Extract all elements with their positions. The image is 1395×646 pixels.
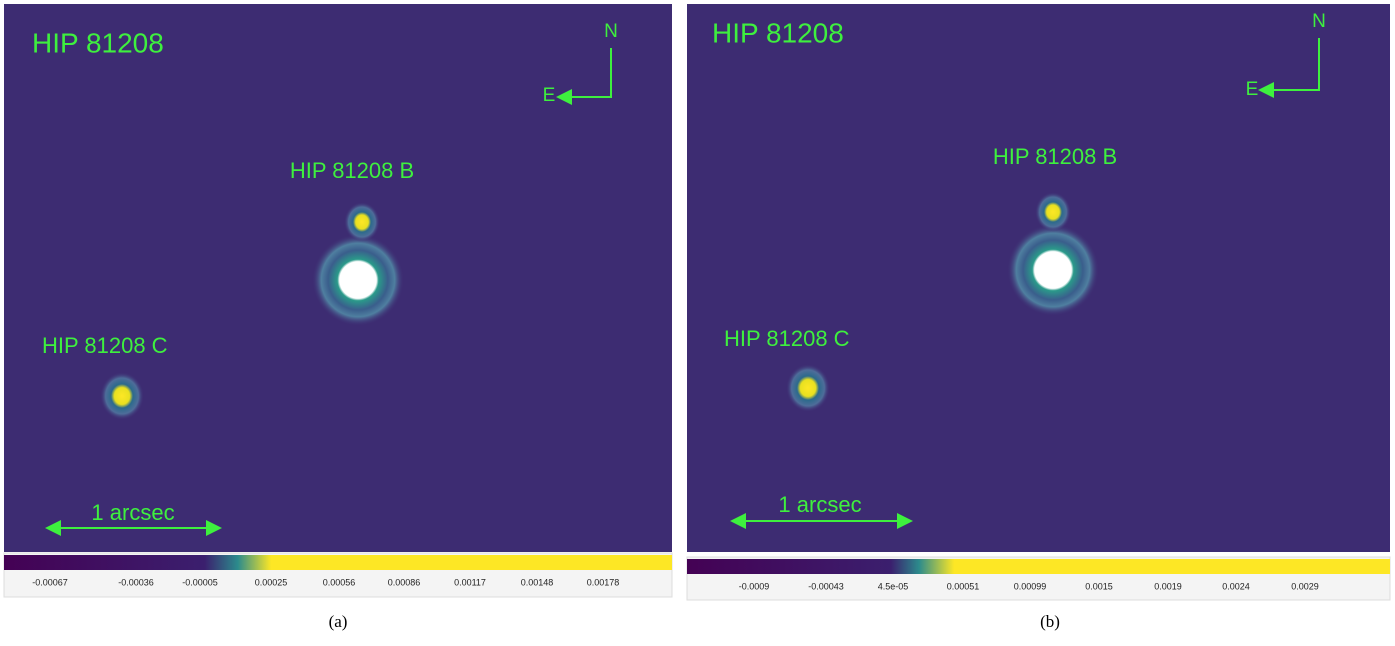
compass xyxy=(1258,38,1320,98)
caption: (a) xyxy=(329,612,348,631)
colorbar-tick: -0.00036 xyxy=(118,577,154,587)
compass xyxy=(556,48,612,105)
title: HIP 81208 xyxy=(32,27,164,58)
host-mask xyxy=(343,265,373,295)
title: HIP 81208 xyxy=(712,17,844,48)
label-c: HIP 81208 C xyxy=(42,333,168,358)
companion-b xyxy=(1035,192,1071,232)
companion-c xyxy=(786,364,830,412)
colorbar-tick: -0.0009 xyxy=(739,581,770,591)
colorbar-tick: 4.5e-05 xyxy=(878,581,909,591)
colorbar-tick: 0.00178 xyxy=(587,577,620,587)
colorbar-tick: 0.00056 xyxy=(323,577,356,587)
colorbar-tick: 0.00117 xyxy=(454,577,486,587)
colorbar-tick: 0.00086 xyxy=(388,577,421,587)
colorbar-tick: 0.0029 xyxy=(1291,581,1319,591)
colorbar-tick: 0.0015 xyxy=(1085,581,1113,591)
label-c: HIP 81208 C xyxy=(724,326,850,351)
east: E xyxy=(543,85,556,106)
label-b: HIP 81208 B xyxy=(290,158,414,183)
east: E xyxy=(1246,79,1259,100)
companion-c xyxy=(100,372,144,420)
scale-label: 1 arcsec xyxy=(778,492,861,517)
panel: HIP 81208 HIP 81208 B HIP 81208 C N E 1 arcse… xyxy=(3,4,673,631)
label-b: HIP 81208 B xyxy=(993,144,1117,169)
colorbar-tick: 0.00148 xyxy=(521,577,554,587)
colorbar xyxy=(687,559,1390,574)
colorbar xyxy=(4,555,672,570)
north: N xyxy=(1312,11,1326,32)
colorbar-tick: 0.00051 xyxy=(947,581,980,591)
colorbar-tick: -0.00067 xyxy=(32,577,68,587)
north: N xyxy=(604,21,618,42)
companion-b xyxy=(344,202,380,242)
host-mask xyxy=(1038,255,1068,285)
scale-label: 1 arcsec xyxy=(91,500,174,525)
panel: HIP 81208 HIP 81208 B HIP 81208 C N E 1 arcse… xyxy=(686,4,1391,631)
colorbar-tick: 0.00025 xyxy=(255,577,288,587)
colorbar-tick: 0.00099 xyxy=(1014,581,1047,591)
colorbar-tick: -0.00005 xyxy=(182,577,218,587)
colorbar-tick: -0.00043 xyxy=(808,581,844,591)
colorbar-tick: 0.0024 xyxy=(1222,581,1250,591)
colorbar-tick: 0.0019 xyxy=(1154,581,1182,591)
caption: (b) xyxy=(1040,612,1060,631)
